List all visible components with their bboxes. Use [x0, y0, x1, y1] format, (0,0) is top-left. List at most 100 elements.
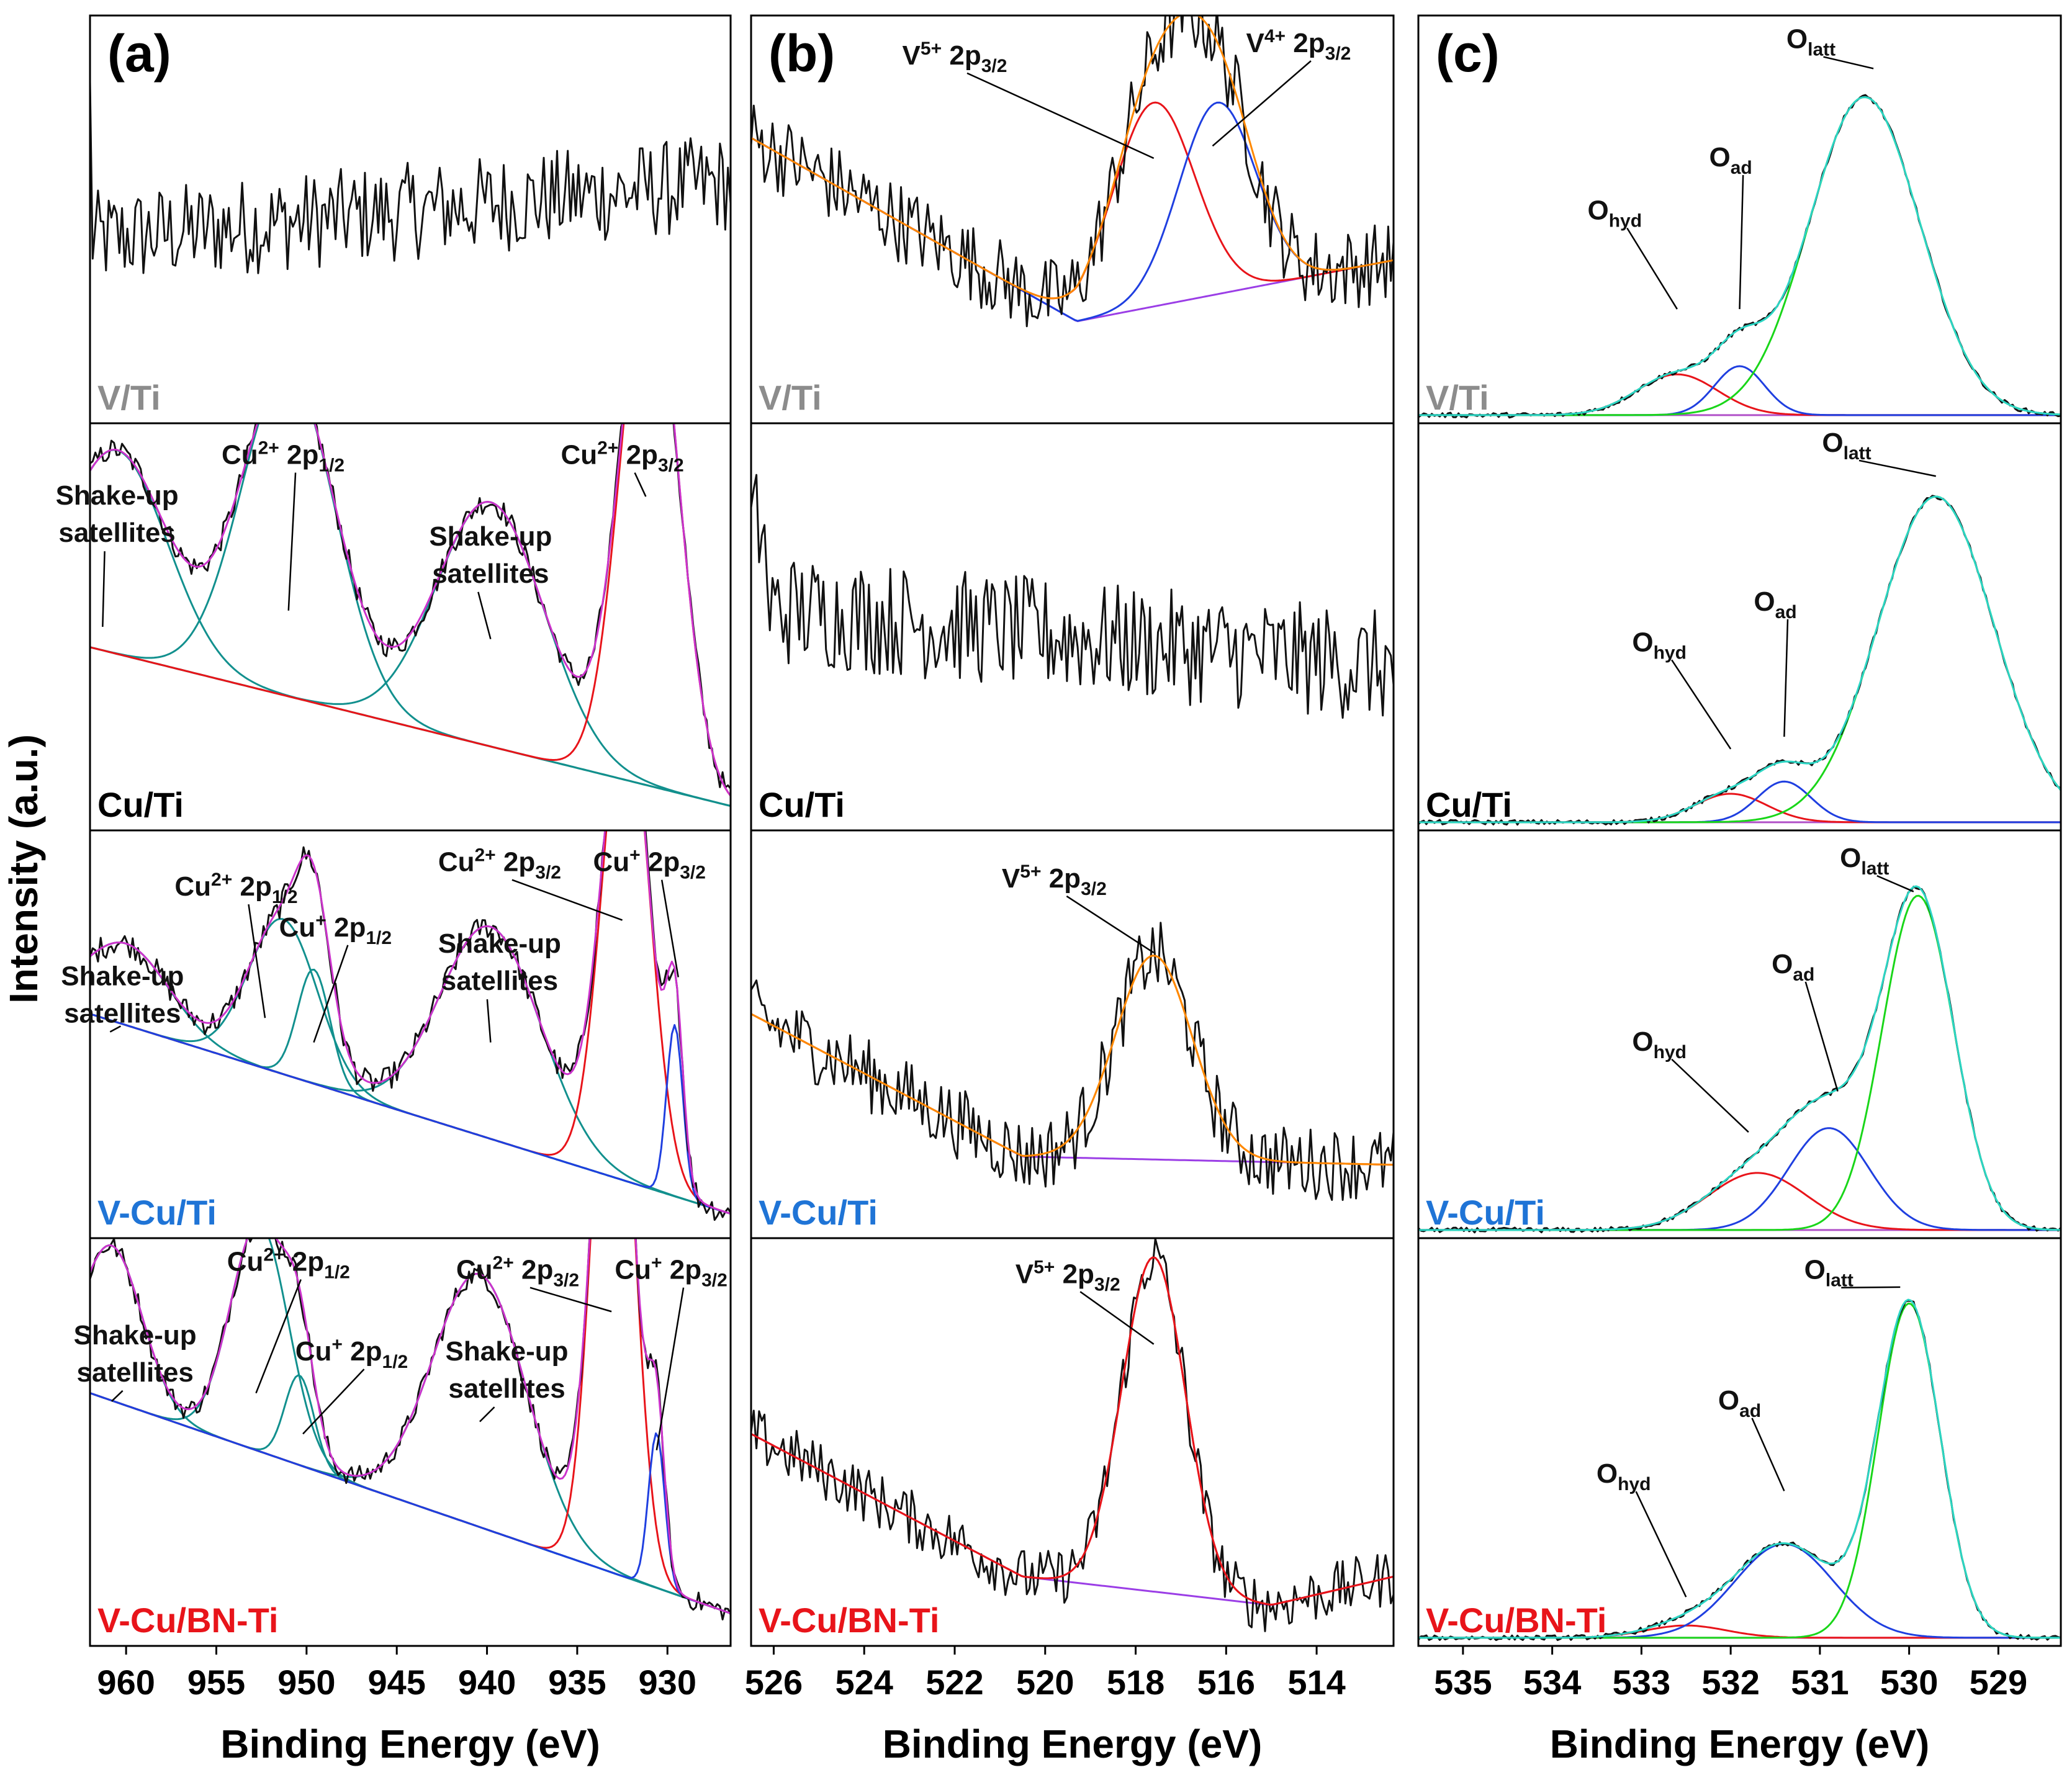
x-tick-label: 514 [1287, 1663, 1345, 1702]
fit-peak-2 [1418, 495, 2061, 824]
svg-text:Shake-up: Shake-up [438, 928, 561, 959]
svg-text:Cu+ 2p1/2: Cu+ 2p1/2 [295, 1334, 408, 1372]
panel-frame [1417, 1237, 2062, 1647]
svg-text:Shake-up: Shake-up [429, 521, 552, 552]
svg-text:Cu+ 2p1/2: Cu+ 2p1/2 [279, 910, 392, 948]
svg-text:Cu+ 2p3/2: Cu+ 2p3/2 [593, 845, 705, 883]
peak-annotation: Oad [1754, 586, 1797, 737]
svg-text:V5+ 2p3/2: V5+ 2p3/2 [903, 38, 1007, 76]
peak-annotation: Shake-up satellites [74, 1320, 197, 1402]
svg-text:Olatt: Olatt [1822, 428, 1871, 464]
svg-text:Oad: Oad [1718, 1385, 1761, 1421]
peak-annotation: Cu+ 2p1/2 [295, 1334, 408, 1435]
plot-area [1418, 495, 2061, 826]
sample-label: Cu/Ti [759, 785, 845, 824]
svg-text:satellites: satellites [77, 1357, 194, 1388]
x-tick-label: 526 [745, 1663, 803, 1702]
sample-label: Cu/Ti [1426, 785, 1512, 824]
svg-text:Cu2+ 2p1/2: Cu2+ 2p1/2 [222, 438, 345, 476]
svg-text:satellites: satellites [441, 966, 558, 996]
svg-text:Cu2+ 2p1/2: Cu2+ 2p1/2 [174, 870, 297, 907]
svg-text:V4+ 2p3/2: V4+ 2p3/2 [1246, 26, 1351, 64]
x-tick-label: 950 [277, 1663, 335, 1702]
svg-text:V5+ 2p3/2: V5+ 2p3/2 [1002, 861, 1107, 899]
panel-frame [750, 422, 1395, 832]
peak-annotation: Ohyd [1632, 1027, 1749, 1133]
sample-label: V/Ti [1426, 378, 1489, 417]
fit-peak-1 [751, 101, 1394, 322]
x-tick-label: 531 [1791, 1663, 1849, 1702]
peak-annotation: Ohyd [1597, 1458, 1687, 1598]
svg-text:satellites: satellites [448, 1373, 565, 1404]
fit-peak-4 [90, 830, 731, 1215]
peak-annotation: Ohyd [1632, 627, 1732, 750]
sample-label: Cu/Ti [97, 785, 184, 824]
x-axis-label: Binding Energy (eV) [1550, 1722, 1930, 1766]
panel-frame [89, 422, 732, 832]
background-line [751, 1433, 1394, 1606]
sample-label: V-Cu/Ti [97, 1193, 217, 1232]
panel-a-row-3: V-Cu/BN-Ti Shake-up satellites Cu2+ 2p1/2 Cu… [74, 1237, 732, 1766]
panel-label: (b) [768, 24, 835, 83]
raw-spectrum [751, 922, 1394, 1201]
panel-b-row-3: V-Cu/BN-Ti V5+ 2p3/2 526 524 522 520 518 516 514… [745, 1237, 1395, 1766]
plot-area [90, 1238, 731, 1620]
panel-label: (c) [1436, 24, 1500, 83]
peak-annotation: V5+ 2p3/2 [903, 38, 1155, 160]
svg-text:Oad: Oad [1709, 142, 1752, 178]
fit-peak-2 [1418, 96, 2061, 416]
panel-frame [750, 14, 1395, 425]
svg-text:Cu2+ 2p3/2: Cu2+ 2p3/2 [438, 845, 561, 883]
panel-frame [1417, 422, 2062, 832]
x-tick-label: 529 [1970, 1663, 2027, 1702]
fit-envelope [1418, 495, 2061, 824]
peak-annotation: Shake-up satellites [61, 961, 184, 1033]
fit-peak-1 [1418, 780, 2061, 824]
plot-area [1418, 1298, 2061, 1642]
plot-area [90, 830, 731, 1221]
raw-spectrum [90, 81, 731, 274]
x-tick-label: 524 [835, 1663, 893, 1702]
x-tick-label: 945 [367, 1663, 425, 1702]
fit-peak-3 [90, 423, 731, 797]
panel-grid: V/Ti (a) Cu/Ti Shake-up satellites Cu2+ 2p1/2… [56, 14, 2062, 1766]
panel-frame [1417, 14, 2062, 425]
peak-annotation: Cu+ 2p3/2 [593, 845, 706, 977]
panel-a-row-1: Cu/Ti Shake-up satellites Cu2+ 2p1/2 Shake-u… [56, 422, 732, 832]
raw-spectrum [751, 1238, 1394, 1632]
peak-annotation: Cu2+ 2p3/2 [456, 1253, 612, 1313]
x-tick-label: 940 [458, 1663, 516, 1702]
x-tick-label: 935 [548, 1663, 606, 1702]
raw-spectrum [751, 474, 1394, 719]
x-axis-label: Binding Energy (eV) [220, 1722, 600, 1766]
y-axis-label: Intensity (a.u.) [1, 734, 46, 1004]
svg-text:Shake-up: Shake-up [56, 480, 179, 511]
peak-annotation: Oad [1709, 142, 1752, 310]
svg-text:V5+ 2p3/2: V5+ 2p3/2 [1016, 1257, 1120, 1295]
fit-peak-2 [90, 501, 731, 807]
svg-text:satellites: satellites [64, 999, 181, 1029]
fit-peak-2 [1418, 894, 2061, 1231]
sample-label: V/Ti [97, 378, 161, 417]
svg-text:satellites: satellites [58, 518, 175, 548]
plot-area [1418, 885, 2061, 1234]
sample-label: V-Cu/BN-Ti [1426, 1601, 1606, 1640]
svg-text:Ohyd: Ohyd [1632, 627, 1687, 663]
peak-annotation: Shake-up satellites [438, 928, 561, 1043]
svg-text:Ohyd: Ohyd [1632, 1027, 1687, 1063]
svg-text:Oad: Oad [1772, 949, 1814, 985]
plot-area [1418, 94, 2061, 419]
svg-text:Olatt: Olatt [1786, 24, 1836, 60]
raw-spectrum [1418, 94, 2061, 419]
svg-text:Cu2+ 2p1/2: Cu2+ 2p1/2 [227, 1245, 350, 1283]
peak-annotation: Cu2+ 2p1/2 [174, 870, 298, 1018]
x-tick-label: 522 [926, 1663, 983, 1702]
x-tick-label: 518 [1107, 1663, 1164, 1702]
plot-area [751, 922, 1394, 1201]
fit-peak-0 [90, 449, 731, 807]
x-axis-label: Binding Energy (eV) [883, 1722, 1263, 1766]
plot-area [90, 423, 731, 807]
fit-peak-0 [1418, 373, 2061, 416]
fit-envelope [1418, 885, 2061, 1231]
